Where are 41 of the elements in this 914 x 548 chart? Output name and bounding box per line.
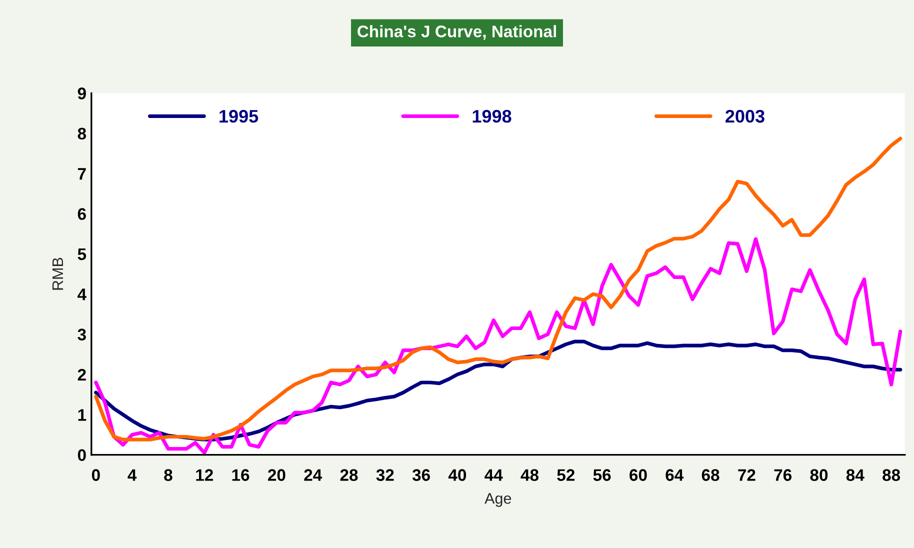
line-series <box>94 237 902 455</box>
x-tick-label: 80 <box>810 469 828 481</box>
x-tick-label: 8 <box>164 469 172 481</box>
x-axis-title: Age <box>484 493 512 507</box>
y-tick-label: 6 <box>78 208 86 220</box>
x-tick-label: 88 <box>882 469 900 481</box>
x-tick-label: 12 <box>196 469 213 481</box>
x-tick-label: 64 <box>666 469 684 481</box>
x-tick-label: 32 <box>376 469 394 481</box>
x-tick-label: 84 <box>846 469 864 481</box>
x-tick-label: 68 <box>702 469 720 481</box>
x-tick-label: 56 <box>593 469 611 481</box>
legend-label: 1995 <box>220 110 258 123</box>
x-tick-label: 48 <box>520 469 539 481</box>
line-series <box>94 136 902 442</box>
y-tick-label: 8 <box>78 128 86 140</box>
y-tick-label: 7 <box>78 168 86 180</box>
chart-title: China's J Curve, National <box>358 25 556 40</box>
x-tick-label: 72 <box>738 469 756 481</box>
y-axis-title: RMB <box>52 258 63 290</box>
legend-label: 2003 <box>726 110 764 123</box>
x-tick-label: 76 <box>774 469 792 481</box>
x-tick-label: 16 <box>232 469 250 481</box>
x-tick-label: 20 <box>268 469 286 481</box>
x-tick-label: 40 <box>448 469 466 481</box>
x-tick-label: 28 <box>340 469 358 481</box>
y-tick-label: 3 <box>78 328 86 341</box>
x-tick-label: 52 <box>557 469 575 481</box>
y-tick-label: 0 <box>78 449 86 462</box>
x-tick-label: 44 <box>484 469 503 481</box>
x-tick-label: 36 <box>412 469 430 481</box>
x-tick-label: 60 <box>630 469 647 481</box>
y-tick-label: 5 <box>78 248 86 260</box>
y-tick-label: 9 <box>78 88 86 100</box>
y-tick-label: 4 <box>78 288 86 300</box>
x-tick-label: 4 <box>128 469 137 481</box>
x-tick-label: 24 <box>304 469 322 481</box>
legend-label: 1998 <box>472 110 512 123</box>
y-tick-label: 2 <box>78 368 86 381</box>
x-tick-label: 0 <box>92 469 100 481</box>
y-tick-label: 1 <box>78 409 86 421</box>
